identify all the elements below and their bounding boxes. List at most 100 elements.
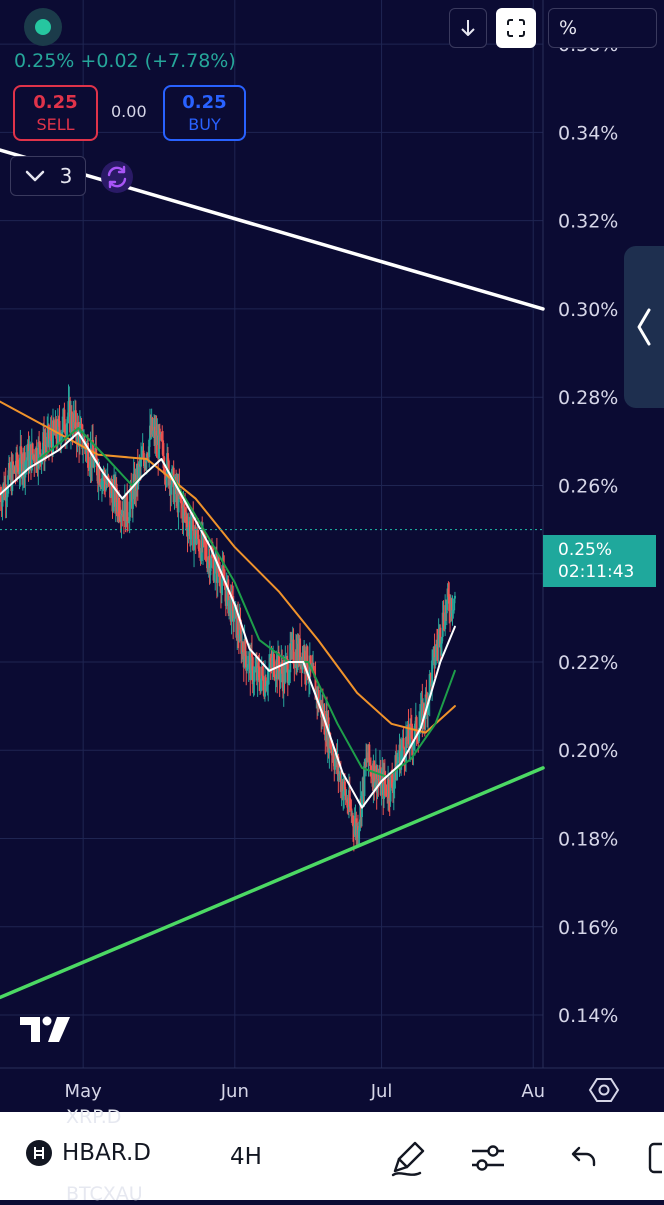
candle-body: [14, 472, 17, 474]
sell-label: SELL: [36, 115, 75, 134]
candle-body: [232, 596, 235, 622]
candle-body: [287, 680, 290, 684]
candle-body: [70, 411, 73, 429]
candle-body: [137, 464, 140, 484]
brush-icon[interactable]: [388, 1138, 428, 1178]
candle-body: [269, 657, 272, 663]
candle-body: [272, 654, 275, 677]
candle-body: [193, 535, 196, 551]
candle-body: [66, 416, 69, 424]
candle-body: [21, 453, 24, 479]
candle-body: [349, 806, 352, 809]
symbol-selector[interactable]: HBAR.D: [26, 1140, 151, 1166]
candle-body: [289, 643, 292, 673]
candle-body: [58, 420, 61, 434]
candle-body: [209, 567, 212, 576]
candle-body: [257, 662, 260, 668]
candle-body: [451, 610, 454, 614]
candle-body: [25, 460, 28, 462]
sell-button[interactable]: 0.25 SELL: [13, 85, 98, 141]
candle-body: [244, 638, 247, 657]
candle-body: [424, 694, 427, 719]
candle-body: [30, 443, 33, 471]
candle-body: [210, 554, 213, 568]
candle-body: [431, 652, 434, 661]
indicators-collapse-button[interactable]: 3: [10, 156, 86, 196]
candle-body: [160, 433, 163, 440]
candle-body: [281, 662, 284, 674]
toolbar-overflow-edge[interactable]: [644, 1138, 664, 1178]
settings-icon[interactable]: [588, 1074, 620, 1106]
candle-body: [185, 515, 188, 528]
buy-label: BUY: [188, 115, 221, 134]
candle-body: [400, 750, 403, 770]
download-button[interactable]: [449, 8, 487, 48]
candle-body: [251, 657, 254, 685]
candle-body: [197, 529, 200, 540]
candle-body: [38, 442, 41, 455]
candle-body: [162, 440, 165, 457]
interval-selector[interactable]: 4H: [230, 1144, 262, 1170]
candle-body: [220, 579, 223, 594]
candle-body: [218, 572, 221, 576]
candle-body: [82, 446, 85, 449]
candle-body: [103, 472, 106, 481]
candle-body: [204, 544, 207, 546]
candle-body: [24, 461, 27, 478]
candle-body: [261, 666, 264, 676]
download-icon: [461, 20, 475, 36]
candle-body: [341, 781, 344, 799]
candle-body: [439, 627, 442, 648]
candle-body: [233, 605, 236, 618]
candle-body: [177, 484, 180, 513]
candle-body: [188, 521, 191, 540]
side-panel-toggle[interactable]: [624, 246, 664, 408]
candle-body: [450, 598, 453, 614]
candle-body: [182, 504, 185, 523]
candle-body: [346, 799, 349, 808]
candle-body: [338, 774, 341, 776]
candle-body: [380, 778, 383, 795]
undo-icon[interactable]: [562, 1138, 602, 1178]
chevron-left-icon: [637, 308, 651, 346]
candle-body: [100, 478, 103, 488]
candle-body: [195, 538, 198, 545]
candle-body: [365, 758, 368, 766]
candle-body: [314, 677, 317, 700]
buy-button[interactable]: 0.25 BUY: [163, 85, 246, 141]
candle-body: [422, 703, 425, 718]
bottom-toolbar: [0, 1112, 664, 1200]
candle-body: [435, 644, 438, 658]
candle-body: [17, 467, 20, 474]
fullscreen-button[interactable]: [496, 8, 536, 48]
candle-body: [140, 456, 143, 458]
candle-body: [91, 440, 94, 457]
candle-body: [148, 439, 151, 458]
series-line-trend_resistance: [0, 148, 545, 311]
time-tick-label: May: [65, 1081, 103, 1102]
candle-body: [77, 422, 80, 429]
candle-body: [447, 588, 450, 597]
candle-body: [363, 761, 366, 797]
sliders-icon[interactable]: [468, 1138, 508, 1178]
candle-body: [74, 410, 77, 434]
indicator-lines: [0, 148, 545, 1000]
candle-body: [444, 605, 447, 630]
candle-body: [239, 620, 242, 630]
candle-body: [118, 516, 121, 518]
status-dot-icon[interactable]: [24, 8, 62, 46]
time-axis-labels[interactable]: May Jun Jul Au: [65, 1081, 546, 1102]
candle-body: [348, 790, 351, 807]
candle-body: [210, 554, 213, 557]
candle-body: [55, 419, 58, 439]
candle-body: [350, 808, 353, 817]
candle-body: [16, 452, 19, 468]
candle-body: [1, 493, 4, 507]
candle-body: [126, 493, 129, 522]
scale-mode-button[interactable]: %: [548, 8, 657, 48]
sync-icon[interactable]: [100, 160, 134, 194]
candle-body: [343, 781, 346, 790]
candle-body: [228, 600, 231, 614]
ghost-symbol-top: XRP.D: [66, 1106, 122, 1128]
candle-body: [434, 657, 437, 666]
